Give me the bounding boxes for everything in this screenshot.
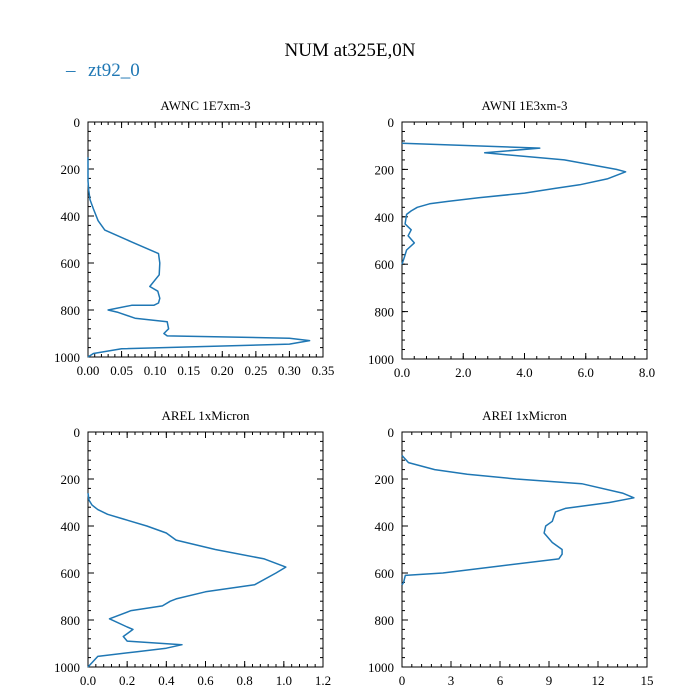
- panel-4: AREI 1xMicron 0 3 6 9 12 15 0 200 400 600 800 1000: [368, 408, 654, 688]
- x-tick-label: 0.25: [244, 363, 267, 378]
- y-tick-label: 800: [375, 613, 395, 628]
- x-tick-label: 1.0: [276, 673, 292, 688]
- series-line-zt92-0: [401, 142, 627, 265]
- panel-1: AWNC 1E7xm-3 0.00 0.05 0.10 0.15 0.20 0.25 0.30…: [54, 98, 334, 378]
- x-tick-label: 6.0: [578, 365, 594, 380]
- x-tick-label: 12: [592, 673, 605, 688]
- y-tick-label: 600: [61, 256, 81, 271]
- panel-title: AREL 1xMicron: [162, 408, 250, 423]
- y-tick-label: 400: [375, 210, 395, 225]
- x-tick-label: 0.4: [158, 673, 175, 688]
- y-tick-label: 400: [375, 519, 395, 534]
- y-tick-label: 0: [388, 115, 395, 130]
- legend-label: zt92_0: [88, 60, 140, 81]
- y-tick-label: 200: [375, 472, 395, 487]
- legend-marker: –: [65, 60, 76, 81]
- plot-frame: [87, 431, 324, 668]
- figure-title: NUM at325E,0N: [285, 40, 416, 61]
- y-tick-label: 800: [375, 305, 395, 320]
- y-tick-label: 600: [61, 566, 81, 581]
- x-tick-label: 0.30: [278, 363, 301, 378]
- x-tick-label: 0.05: [110, 363, 133, 378]
- y-tick-label: 0: [74, 115, 81, 130]
- y-tick-label: 600: [375, 257, 395, 272]
- legend: – zt92_0: [65, 60, 140, 81]
- x-tick-label: 0.0: [394, 365, 410, 380]
- y-tick-label: 800: [61, 303, 81, 318]
- plot-frame: [401, 431, 648, 668]
- plot-frame: [87, 121, 324, 358]
- x-tick-label: 0.20: [211, 363, 234, 378]
- y-tick-label: 200: [61, 162, 81, 177]
- series-line-zt92-0: [87, 492, 287, 668]
- y-tick-label: 200: [61, 472, 81, 487]
- y-tick-label: 1000: [54, 350, 80, 365]
- plot-frame: [401, 121, 648, 360]
- x-tick-label: 0.35: [312, 363, 335, 378]
- panel-title: AWNC 1E7xm-3: [160, 98, 250, 113]
- y-tick-label: 1000: [368, 352, 394, 367]
- series-line-zt92-0: [87, 157, 311, 358]
- y-tick-label: 0: [388, 425, 395, 440]
- y-tick-label: 800: [61, 613, 81, 628]
- x-tick-label: 15: [641, 673, 654, 688]
- panel-2: AWNI 1E3xm-3 0.0 2.0 4.0 6.0 8.0 0 200 400 600 800…: [368, 98, 655, 380]
- x-tick-label: 0.8: [237, 673, 253, 688]
- x-tick-label: 6: [497, 673, 504, 688]
- series-line-zt92-0: [401, 454, 635, 586]
- x-tick-label: 0.10: [144, 363, 167, 378]
- x-tick-label: 4.0: [516, 365, 532, 380]
- y-tick-label: 1000: [54, 660, 80, 675]
- x-tick-label: 0.15: [177, 363, 200, 378]
- panel-title: AREI 1xMicron: [482, 408, 567, 423]
- x-tick-label: 0.0: [80, 673, 96, 688]
- y-tick-label: 400: [61, 209, 81, 224]
- y-tick-label: 0: [74, 425, 81, 440]
- y-tick-label: 600: [375, 566, 395, 581]
- x-tick-label: 8.0: [639, 365, 655, 380]
- x-tick-label: 9: [546, 673, 553, 688]
- panels: AWNC 1E7xm-30.00 0.05 0.10 0.15 0.20 0.25 0.30…: [54, 98, 655, 688]
- panel-title: AWNI 1E3xm-3: [482, 98, 568, 113]
- x-tick-label: 0: [399, 673, 406, 688]
- x-tick-label: 3: [448, 673, 455, 688]
- y-tick-label: 1000: [368, 660, 394, 675]
- x-tick-label: 1.2: [315, 673, 331, 688]
- y-tick-label: 400: [61, 519, 81, 534]
- x-tick-label: 0.2: [119, 673, 135, 688]
- panel-3: AREL 1xMicron 0.0 0.2 0.4 0.6 0.8 1.0 1.2 0 200 40…: [54, 408, 331, 688]
- x-tick-label: 0.6: [197, 673, 214, 688]
- x-tick-label: 2.0: [455, 365, 471, 380]
- x-tick-label: 0.00: [77, 363, 100, 378]
- y-tick-label: 200: [375, 162, 395, 177]
